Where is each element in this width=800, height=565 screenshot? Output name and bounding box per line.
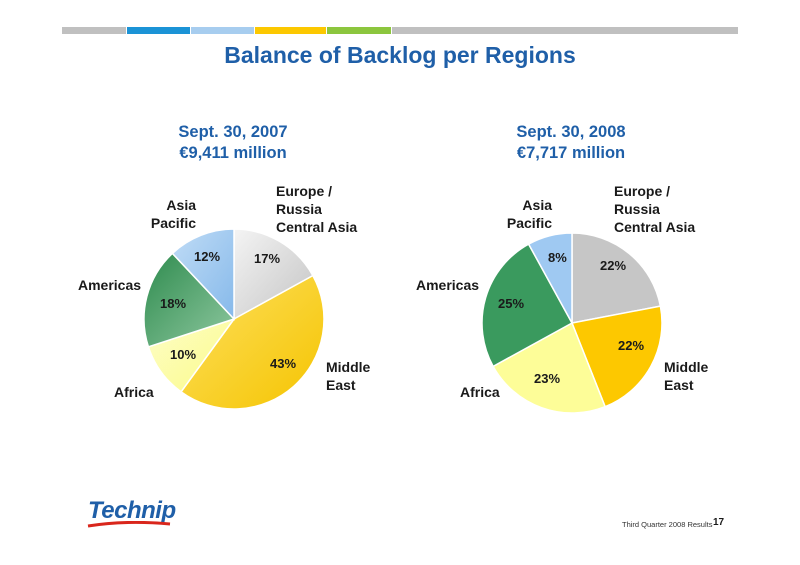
pie-slice-2008-europe bbox=[571, 232, 662, 324]
pie-chart-2008 bbox=[481, 232, 663, 414]
pie-chart-2007 bbox=[143, 228, 325, 410]
technip-logo: Technip bbox=[88, 497, 176, 524]
top-bar-segment-yellow bbox=[255, 27, 326, 34]
chart-2008-subtitle: €7,717 million bbox=[516, 144, 626, 162]
label-2007-asia: Asia Pacific bbox=[150, 197, 196, 231]
top-bar-segment-gray-long bbox=[392, 27, 738, 34]
pct-2007-europe: 17% bbox=[254, 251, 281, 266]
pie-slice-2008-asia bbox=[527, 232, 573, 324]
chart-2008-heading: Sept. 30, 2008 €7,717 million bbox=[471, 122, 671, 164]
chart-2007-heading: Sept. 30, 2007 €9,411 million bbox=[133, 122, 333, 164]
top-bar-segment-green bbox=[327, 27, 391, 34]
label-2007-africa: Africa bbox=[114, 384, 154, 400]
pct-2007-asia: 12% bbox=[194, 249, 221, 264]
chart-2007-title: Sept. 30, 2007 bbox=[178, 123, 288, 141]
label-2007-middle-east: Middle East bbox=[326, 359, 371, 393]
label-2008-asia: Asia Pacific bbox=[506, 197, 552, 231]
pie-slice-2008-americas bbox=[481, 243, 574, 368]
pct-2008-asia: 8% bbox=[548, 250, 567, 265]
footer-caption: Third Quarter 2008 Results bbox=[622, 520, 713, 529]
label-2008-europe: Europe / Russia Central Asia bbox=[614, 183, 696, 235]
chart-2008-title: Sept. 30, 2008 bbox=[516, 123, 626, 141]
label-2008-africa: Africa bbox=[460, 384, 500, 400]
pct-2008-europe: 22% bbox=[600, 258, 627, 273]
pie-slice-2008-africa bbox=[492, 321, 607, 414]
top-bar-segment-lightblue bbox=[191, 27, 254, 34]
label-2008-americas: Americas bbox=[416, 277, 480, 293]
pct-2007-africa: 10% bbox=[170, 347, 197, 362]
pct-2007-americas: 18% bbox=[160, 296, 187, 311]
label-2007-europe: Europe / Russia Central Asia bbox=[276, 183, 358, 235]
pct-2007-middle-east: 43% bbox=[270, 356, 297, 371]
top-bar-segment-blue bbox=[127, 27, 190, 34]
slide-title: Balance of Backlog per Regions bbox=[224, 42, 576, 68]
label-2007-americas: Americas bbox=[78, 277, 142, 293]
chart-2007-subtitle: €9,411 million bbox=[179, 144, 287, 162]
technip-logo-swoosh bbox=[87, 521, 171, 528]
pie-slice-2007-asia bbox=[171, 228, 235, 321]
pie-slice-2007-europe bbox=[233, 228, 314, 321]
pct-2008-africa: 23% bbox=[534, 371, 561, 386]
pct-2008-americas: 25% bbox=[498, 296, 525, 311]
pie-slice-2007-americas bbox=[143, 252, 236, 348]
label-2008-middle-east: Middle East bbox=[664, 359, 709, 393]
pie-slice-2007-middle-east bbox=[180, 274, 325, 410]
pie-slice-2008-middle-east bbox=[570, 305, 663, 408]
top-bar-segment-gray bbox=[62, 27, 126, 34]
page-number: 17 bbox=[713, 517, 725, 528]
pct-2008-middle-east: 22% bbox=[618, 338, 645, 353]
